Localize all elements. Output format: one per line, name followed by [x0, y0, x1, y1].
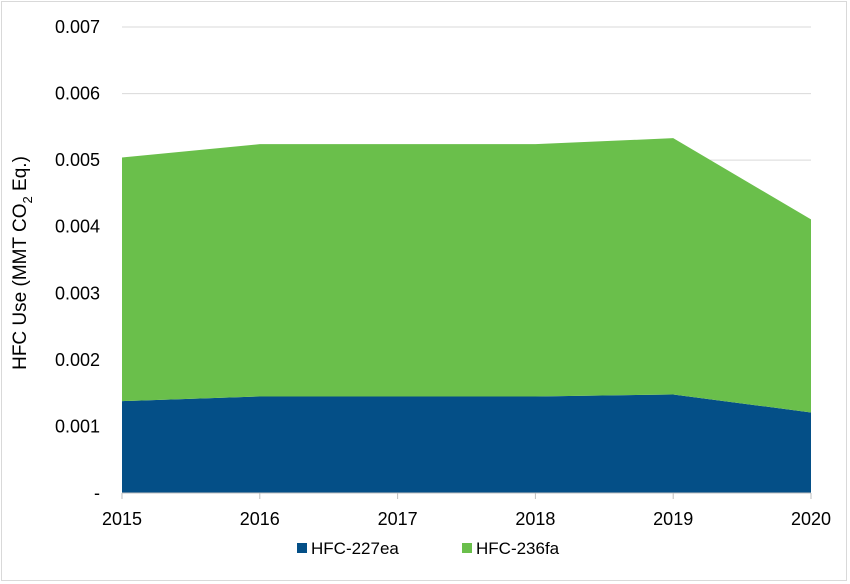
x-tick-label: 2018 [515, 509, 555, 529]
y-tick-label: 0.007 [55, 17, 100, 37]
x-tick-label: 2019 [653, 509, 693, 529]
y-tick-label: - [94, 483, 100, 503]
x-tick-label: 2020 [791, 509, 831, 529]
y-tick-labels: - 0.001 0.002 0.003 0.004 0.005 0.006 0.007 [55, 17, 100, 503]
areas [122, 138, 811, 493]
x-tick-labels: 2015 2016 2017 2018 2019 2020 [102, 509, 831, 529]
area-series-hfc-236fa [122, 138, 811, 413]
y-tick-label: 0.003 [55, 283, 100, 303]
y-tick-label: 0.001 [55, 416, 100, 436]
axes [121, 492, 812, 499]
y-tick-label: 0.002 [55, 350, 100, 370]
legend-label: HFC-227ea [311, 539, 399, 558]
x-tick-label: 2015 [102, 509, 142, 529]
area-series-hfc-227ea [122, 394, 811, 493]
legend: HFC-227ea HFC-236fa [297, 539, 560, 558]
y-tick-label: 0.006 [55, 84, 100, 104]
y-axis-label: HFC Use (MMT CO2 Eq.) [10, 156, 35, 370]
y-tick-label: 0.004 [55, 217, 100, 237]
legend-swatch [462, 543, 472, 553]
legend-swatch [297, 543, 307, 553]
y-tick-label: 0.005 [55, 150, 100, 170]
x-tick-label: 2016 [240, 509, 280, 529]
x-tick-label: 2017 [378, 509, 418, 529]
legend-label: HFC-236fa [476, 539, 560, 558]
